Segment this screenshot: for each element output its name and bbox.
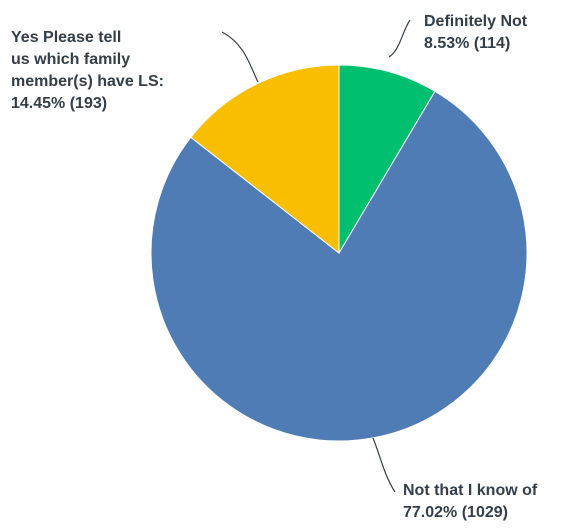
pie-slice-definitely-not: [338, 64, 436, 255]
slice-label-line: Yes Please tell: [11, 29, 121, 46]
slice-label-line: member(s) have LS:: [11, 73, 164, 90]
slice-label-yes-please-tell: Yes Please tell us which family member(s…: [11, 29, 168, 112]
slice-value: 77.02% (1029): [403, 504, 508, 521]
slice-label-line: us which family: [11, 51, 130, 68]
leader-lines: [221, 19, 411, 493]
slice-label-line: Definitely Not: [424, 13, 528, 30]
leader-line-yes-please-tell: [221, 31, 259, 83]
leader-line-definitely-not: [388, 19, 411, 58]
leader-line-not-that-i-know-of: [372, 437, 396, 493]
slice-label-definitely-not: Definitely Not 8.53% (114): [424, 13, 532, 52]
slice-value: 14.45% (193): [11, 95, 107, 112]
slice-label-not-that-i-know-of: Not that I know of 77.02% (1029): [403, 482, 542, 521]
pie-slice-yes-please-tell: [190, 64, 340, 255]
slice-labels: Definitely Not 8.53% (114) Not that I kn…: [11, 13, 542, 521]
pie-slice-not-that-i-know-of: [150, 90, 528, 442]
slice-label-line: Not that I know of: [403, 482, 538, 499]
pie-slices: [150, 64, 528, 442]
slice-value: 8.53% (114): [424, 35, 510, 52]
